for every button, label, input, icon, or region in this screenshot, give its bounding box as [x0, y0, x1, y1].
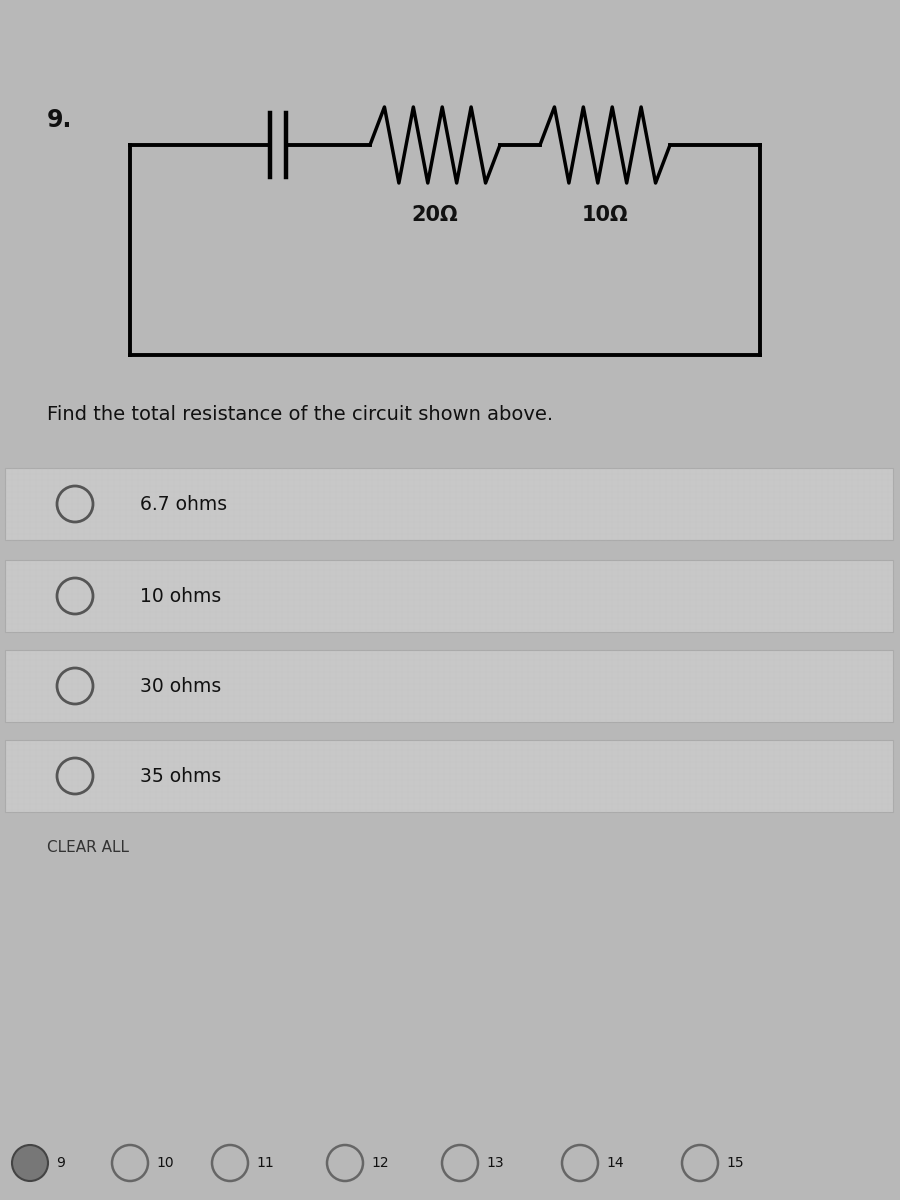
Text: CLEAR ALL: CLEAR ALL [47, 840, 129, 854]
Text: 20Ω: 20Ω [411, 205, 458, 226]
FancyBboxPatch shape [5, 650, 893, 722]
Text: Find the total resistance of the circuit shown above.: Find the total resistance of the circuit… [47, 404, 553, 424]
Text: 6.7 ohms: 6.7 ohms [140, 494, 227, 514]
Text: 10: 10 [156, 1156, 174, 1170]
Text: 11: 11 [256, 1156, 274, 1170]
Text: 10Ω: 10Ω [581, 205, 628, 226]
FancyBboxPatch shape [5, 468, 893, 540]
Text: 15: 15 [726, 1156, 743, 1170]
Text: 14: 14 [606, 1156, 624, 1170]
Text: 30 ohms: 30 ohms [140, 677, 221, 696]
Text: 10 ohms: 10 ohms [140, 587, 221, 606]
Text: 9: 9 [56, 1156, 65, 1170]
Text: 12: 12 [371, 1156, 389, 1170]
FancyBboxPatch shape [5, 560, 893, 632]
Text: 9.: 9. [47, 108, 72, 132]
Circle shape [12, 1145, 48, 1181]
Text: 13: 13 [486, 1156, 504, 1170]
FancyBboxPatch shape [5, 740, 893, 812]
Text: 35 ohms: 35 ohms [140, 767, 221, 786]
